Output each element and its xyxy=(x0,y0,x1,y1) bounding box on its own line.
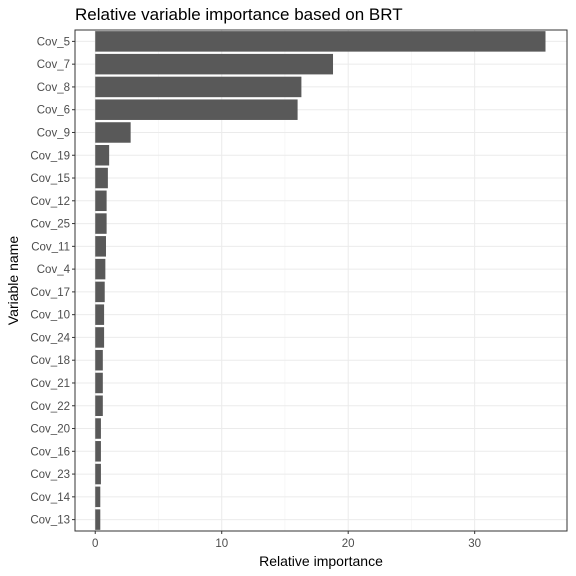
bar-cov-10 xyxy=(95,304,105,325)
x-tick-label: 20 xyxy=(342,538,355,550)
x-axis: 0 10 20 30 xyxy=(92,531,481,550)
y-tick-label: Cov_25 xyxy=(30,219,70,231)
bar-cov-19 xyxy=(95,145,110,166)
panel-border xyxy=(74,29,568,532)
y-axis-title: Variable name xyxy=(5,236,21,325)
bar-cov-16 xyxy=(95,441,101,462)
bar-cov-17 xyxy=(95,281,105,303)
y-tick-label: Cov_13 xyxy=(30,515,70,527)
y-tick-label: Cov_17 xyxy=(30,287,70,299)
bar-cov-25 xyxy=(95,213,107,234)
y-tick-label: Cov_15 xyxy=(30,173,70,185)
bar-cov-21 xyxy=(95,372,103,394)
y-tick-label: Cov_9 xyxy=(37,127,70,139)
bar-cov-12 xyxy=(95,190,107,212)
x-axis-title: Relative importance xyxy=(259,553,383,569)
y-tick-label: Cov_22 xyxy=(30,401,70,413)
y-tick-label: Cov_19 xyxy=(30,150,70,162)
bar-cov-7 xyxy=(95,53,334,75)
bar-cov-9 xyxy=(95,122,131,143)
y-axis: Cov_5 Cov_7 Cov_8 Cov_6 Cov_9 Cov_19 Cov_15 Cov… xyxy=(30,36,75,527)
bar-cov-11 xyxy=(95,236,106,257)
y-tick-label: Cov_14 xyxy=(30,492,70,504)
grid-lines xyxy=(75,30,567,531)
y-tick-label: Cov_8 xyxy=(37,82,70,94)
chart-title: Relative variable importance based on BR… xyxy=(75,5,403,24)
bar-cov-8 xyxy=(95,76,302,98)
bar-cov-6 xyxy=(95,99,298,120)
y-tick-label: Cov_12 xyxy=(30,196,70,208)
bar-cov-13 xyxy=(95,509,101,530)
bar-cov-22 xyxy=(95,395,103,416)
y-tick-label: Cov_16 xyxy=(30,446,70,458)
bar-cov-23 xyxy=(95,463,101,485)
y-tick-label: Cov_24 xyxy=(30,332,70,344)
y-tick-label: Cov_10 xyxy=(30,310,70,322)
y-tick-label: Cov_7 xyxy=(37,59,70,71)
y-tick-label: Cov_11 xyxy=(31,241,70,253)
bar-cov-4 xyxy=(95,258,106,280)
bar-cov-14 xyxy=(95,486,101,508)
bar-cov-18 xyxy=(95,349,103,371)
x-tick-label: 30 xyxy=(468,538,481,550)
bar-cov-24 xyxy=(95,327,105,348)
y-tick-label: Cov_5 xyxy=(37,36,70,48)
y-tick-label: Cov_23 xyxy=(30,469,70,481)
bar-cov-5 xyxy=(95,31,546,52)
y-tick-label: Cov_21 xyxy=(30,378,70,390)
bar-cov-15 xyxy=(95,167,108,189)
x-tick-label: 0 xyxy=(92,538,98,550)
y-tick-label: Cov_18 xyxy=(30,355,70,367)
bar-cov-20 xyxy=(95,418,101,439)
y-tick-label: Cov_20 xyxy=(30,424,70,436)
x-tick-label: 10 xyxy=(215,538,228,550)
y-tick-label: Cov_6 xyxy=(37,105,70,117)
bars xyxy=(95,31,546,530)
y-tick-label: Cov_4 xyxy=(37,264,71,276)
